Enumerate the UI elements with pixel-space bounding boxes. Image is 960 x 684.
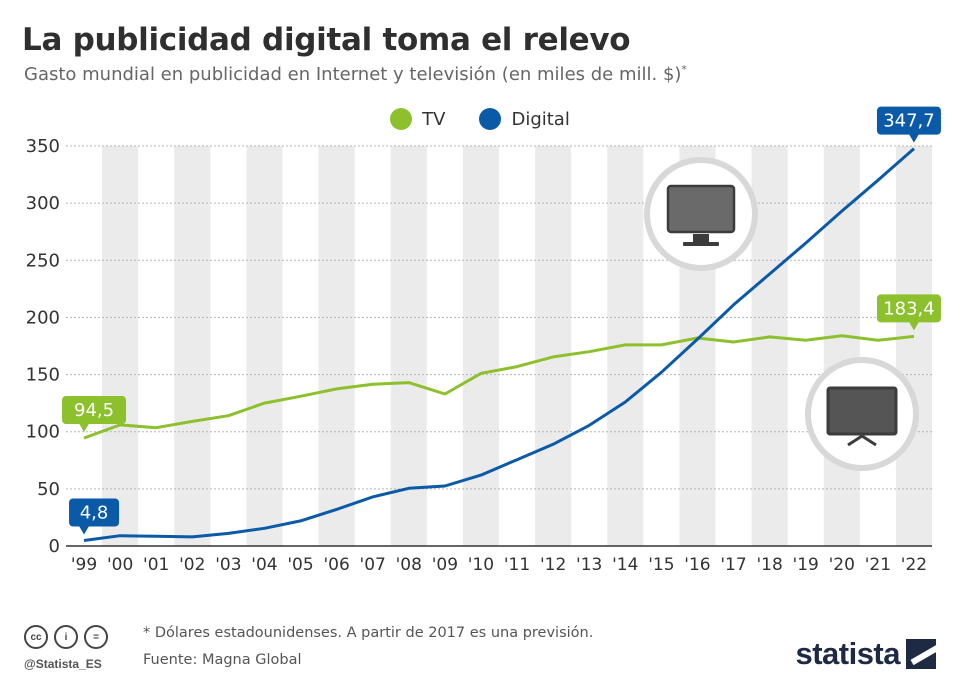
data-labels: 94,5 4,8 183,4 347,7 <box>62 106 941 535</box>
brand-mark-icon <box>906 639 936 669</box>
social-handle[interactable]: @Statista_ES <box>24 657 102 671</box>
monitor-base <box>683 242 719 246</box>
source: Fuente: Magna Global <box>143 652 302 668</box>
data-label-digital-end: 347,7 <box>876 106 941 143</box>
legend-label-digital: Digital <box>511 108 570 130</box>
subtitle-text: Gasto mundial en publicidad en Internet … <box>24 64 682 85</box>
tv-leg-left <box>847 434 863 447</box>
series-line-digital <box>83 147 915 542</box>
legend-item-digital: Digital <box>479 108 570 130</box>
y-tick-label: 300 <box>26 193 60 214</box>
band-'10 <box>462 146 499 546</box>
band-'08 <box>390 146 427 546</box>
data-label-pointer <box>908 321 919 331</box>
legend-swatch-digital <box>479 108 502 130</box>
tv-screen <box>826 386 898 436</box>
tv-leg-right <box>861 434 877 447</box>
data-label-box <box>69 498 120 527</box>
data-label-box <box>876 294 941 323</box>
license-icons: cc i = <box>24 625 108 649</box>
x-tick-label: '14 <box>612 555 638 575</box>
y-tick-label: 200 <box>26 307 60 328</box>
band-'12 <box>535 146 572 546</box>
x-tick-label: '03 <box>215 555 241 575</box>
x-tick-label: '18 <box>756 555 782 575</box>
data-label-digital-start: 4,8 <box>69 498 120 535</box>
data-label-pointer <box>908 134 919 143</box>
y-axis-labels: 0 50 100 150 200 250 300 350 <box>26 136 60 557</box>
x-tick-label: '08 <box>396 555 422 575</box>
television-icon <box>805 357 919 471</box>
data-label-box <box>876 106 941 135</box>
x-tick-label: '05 <box>287 555 313 575</box>
subtitle-footnote-mark: * <box>681 63 687 76</box>
background-bands <box>102 146 932 546</box>
monitor-neck <box>693 234 709 242</box>
x-tick-label: '01 <box>143 555 169 575</box>
x-tick-label: '11 <box>504 555 530 575</box>
data-label-text: 183,4 <box>883 298 935 319</box>
band-'02 <box>174 146 211 546</box>
x-axis-labels: '99 '00 '01 '02 '03 '04 '05 '06 '07 '08 '09 '10 '11 '… <box>71 555 927 575</box>
x-tick-label: '07 <box>360 555 386 575</box>
band-'04 <box>246 146 283 546</box>
y-tick-label: 50 <box>37 479 60 500</box>
x-tick-label: '19 <box>793 555 819 575</box>
y-tick-label: 250 <box>26 250 60 271</box>
footnote: * Dólares estadounidenses. A partir de 2… <box>143 625 594 641</box>
x-tick-label: '10 <box>468 555 494 575</box>
series-lines <box>83 147 915 542</box>
brand-logo[interactable]: statista <box>795 636 936 672</box>
creative-commons-icon: cc <box>24 625 48 649</box>
band-'22 <box>895 146 932 546</box>
decorative-icons <box>644 157 919 471</box>
data-label-text: 4,8 <box>80 503 109 524</box>
x-tick-label: '00 <box>107 555 133 575</box>
x-tick-label: '17 <box>720 555 746 575</box>
x-tick-label: '12 <box>540 555 566 575</box>
chart-legend: TV Digital <box>0 108 960 130</box>
legend-item-tv: TV <box>390 108 445 130</box>
legend-label-tv: TV <box>422 108 446 130</box>
data-label-tv-start: 94,5 <box>62 396 127 432</box>
series-line-tv <box>83 334 915 440</box>
x-tick-label: '06 <box>323 555 349 575</box>
band-'00 <box>102 146 139 546</box>
data-label-pointer <box>79 423 90 432</box>
band-'06 <box>318 146 355 546</box>
x-tick-label: '20 <box>829 555 855 575</box>
brand-name: statista <box>795 636 900 671</box>
data-label-tv-end: 183,4 <box>876 294 941 331</box>
chart-subtitle: Gasto mundial en publicidad en Internet … <box>24 63 687 85</box>
x-tick-label: '21 <box>865 555 891 575</box>
x-tick-label: '09 <box>432 555 458 575</box>
y-tick-label: 100 <box>26 422 60 443</box>
no-derivatives-icon: = <box>84 625 108 649</box>
x-tick-label: '15 <box>648 555 674 575</box>
y-tick-label: 150 <box>26 365 60 386</box>
attribution-icon: i <box>54 625 78 649</box>
y-tick-label: 0 <box>49 536 60 557</box>
band-'20 <box>823 146 860 546</box>
x-tick-label: '22 <box>901 555 927 575</box>
x-tick-label: '04 <box>251 555 277 575</box>
chart-title: La publicidad digital toma el relevo <box>22 22 631 58</box>
data-label-text: 94,5 <box>74 400 114 421</box>
x-tick-label: '02 <box>179 555 205 575</box>
legend-swatch-tv <box>390 108 413 130</box>
y-tick-label: 350 <box>26 136 60 157</box>
x-tick-label: '13 <box>576 555 602 575</box>
x-tick-label: '16 <box>684 555 710 575</box>
computer-monitor-icon <box>644 157 758 271</box>
data-label-pointer <box>79 526 90 535</box>
monitor-screen <box>666 184 736 234</box>
data-label-box <box>62 396 127 424</box>
data-label-text: 347,7 <box>883 111 935 132</box>
x-tick-label: '99 <box>71 555 97 575</box>
